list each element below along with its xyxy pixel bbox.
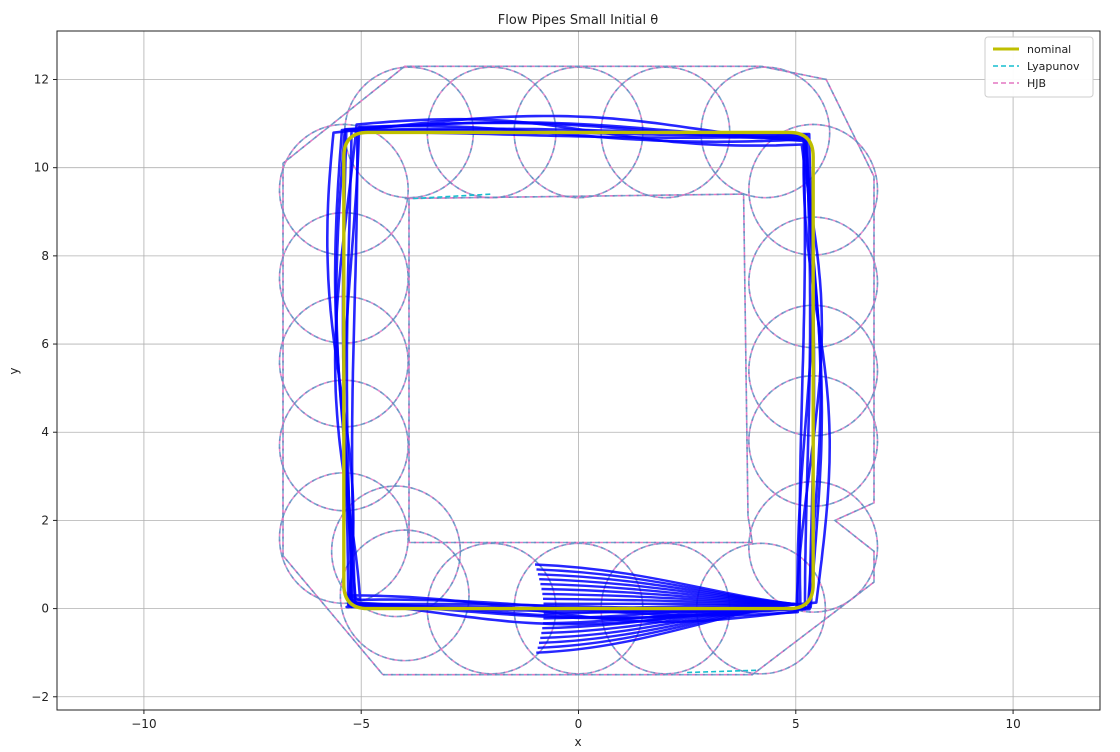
y-axis-label: y xyxy=(7,367,21,374)
y-tick-label: 0 xyxy=(41,602,49,616)
x-axis-label: x xyxy=(574,735,581,749)
y-tick-label: −2 xyxy=(31,690,49,704)
legend-label-nominal: nominal xyxy=(1027,43,1071,56)
chart-title: Flow Pipes Small Initial θ xyxy=(498,13,658,28)
y-tick-label: 4 xyxy=(41,425,49,439)
y-tick-label: 8 xyxy=(41,249,49,263)
y-tick-label: 12 xyxy=(34,73,49,87)
legend-box xyxy=(984,36,1094,98)
legend-label-hjb: HJB xyxy=(1027,77,1046,90)
lyapunov-tube-circle xyxy=(748,123,879,256)
x-tick-label: −10 xyxy=(131,717,156,731)
nominal-trajectory xyxy=(342,130,815,611)
y-tick-label: 6 xyxy=(41,337,49,351)
axes-frame xyxy=(56,30,1101,711)
x-tick-label: 0 xyxy=(575,717,583,731)
lyapunov-segment xyxy=(687,669,757,674)
x-tick-label: 10 xyxy=(1005,717,1020,731)
lyapunov-tube-circle xyxy=(278,123,409,256)
x-tick-label: −5 xyxy=(352,717,370,731)
plot-area: −10 −5 0 5 10 −2 0 2 4 6 8 10 12 xyxy=(31,30,1101,731)
lyapunov-segment xyxy=(413,193,492,200)
y-tick-label: 2 xyxy=(41,513,49,527)
lyapunov-outer-envelope xyxy=(282,65,875,676)
lyapunov-inner-envelope xyxy=(404,193,754,544)
legend-label-lyapunov: Lyapunov xyxy=(1027,60,1080,73)
y-tick-label: 10 xyxy=(34,161,49,175)
x-tick-label: 5 xyxy=(792,717,800,731)
legend: nominal Lyapunov HJB xyxy=(984,36,1094,98)
lyapunov-tube-circle xyxy=(339,529,470,662)
